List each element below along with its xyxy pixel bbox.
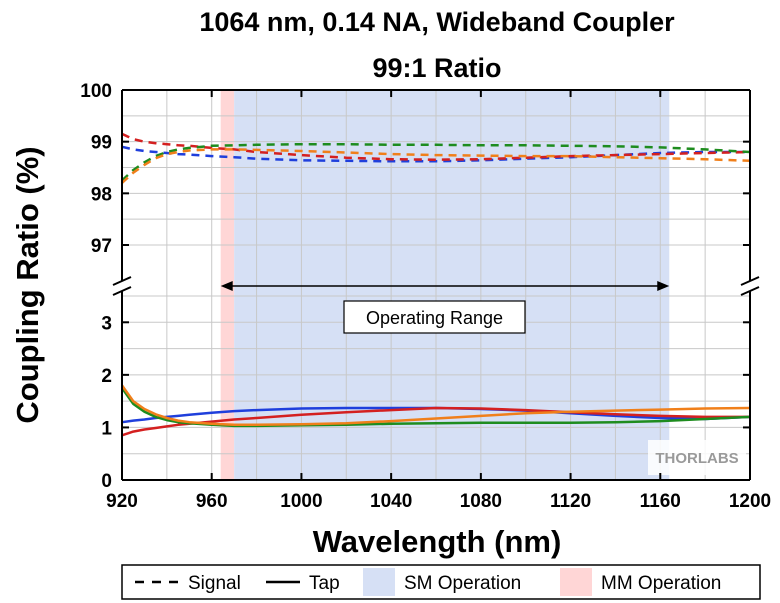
signal-series-line-2: [121, 142, 751, 182]
axis-break-mark: [740, 286, 760, 296]
chart-title: 1064 nm, 0.14 NA, Wideband Coupler: [199, 7, 675, 37]
x-tick-label: 960: [196, 491, 228, 512]
y-tick-label-upper: 97: [91, 236, 112, 257]
x-tick-label: 1160: [640, 491, 681, 512]
y-tick-label-lower: 2: [101, 366, 112, 387]
tap-series-line-7: [120, 384, 751, 427]
x-tick-label: 1000: [280, 491, 322, 512]
legend-mm-swatch: [560, 568, 592, 596]
x-tick-label: 1120: [550, 491, 591, 512]
operating-range-label: Operating Range: [366, 308, 503, 328]
signal-series-line-3: [121, 148, 751, 184]
y-axis-label: Coupling Ratio (%): [10, 146, 45, 423]
legend: Signal Tap SM Operation MM Operation: [121, 564, 761, 600]
x-tick-label: 1040: [370, 491, 412, 512]
y-tick-label-lower: 1: [101, 418, 112, 439]
y-tick-label-upper: 98: [91, 184, 112, 205]
operating-range-label-box: [343, 300, 526, 334]
watermark-background: [648, 440, 746, 475]
operating-range-arrowhead-left: [220, 281, 233, 291]
legend-tap-label: Tap: [309, 573, 340, 594]
chart-subtitle: 99:1 Ratio: [372, 53, 501, 83]
legend-signal-label: Signal: [188, 573, 241, 594]
y-tick-label-upper: 99: [91, 133, 112, 154]
operating-range-arrowhead-right: [657, 281, 670, 291]
x-tick-label: 1080: [460, 491, 502, 512]
legend-sm-swatch: [363, 568, 395, 596]
tap-series-line-5: [121, 406, 750, 437]
axis-break-mark: [112, 286, 132, 296]
thorlabs-watermark: THORLABS: [655, 450, 738, 467]
x-tick-label: 920: [106, 491, 138, 512]
legend-box: [121, 564, 761, 600]
signal-series-line-1: [121, 132, 751, 161]
y-tick-label-lower: 0: [101, 471, 112, 492]
axis-break-mark: [740, 276, 760, 286]
y-tick-label-lower: 3: [101, 313, 112, 334]
legend-sm-label: SM Operation: [404, 573, 521, 594]
x-axis-label: Wavelength (nm): [313, 524, 562, 559]
legend-mm-label: MM Operation: [601, 573, 721, 594]
x-tick-label: 1200: [729, 491, 771, 512]
axis-break-mark: [112, 276, 132, 286]
y-tick-label-upper: 100: [80, 81, 112, 102]
